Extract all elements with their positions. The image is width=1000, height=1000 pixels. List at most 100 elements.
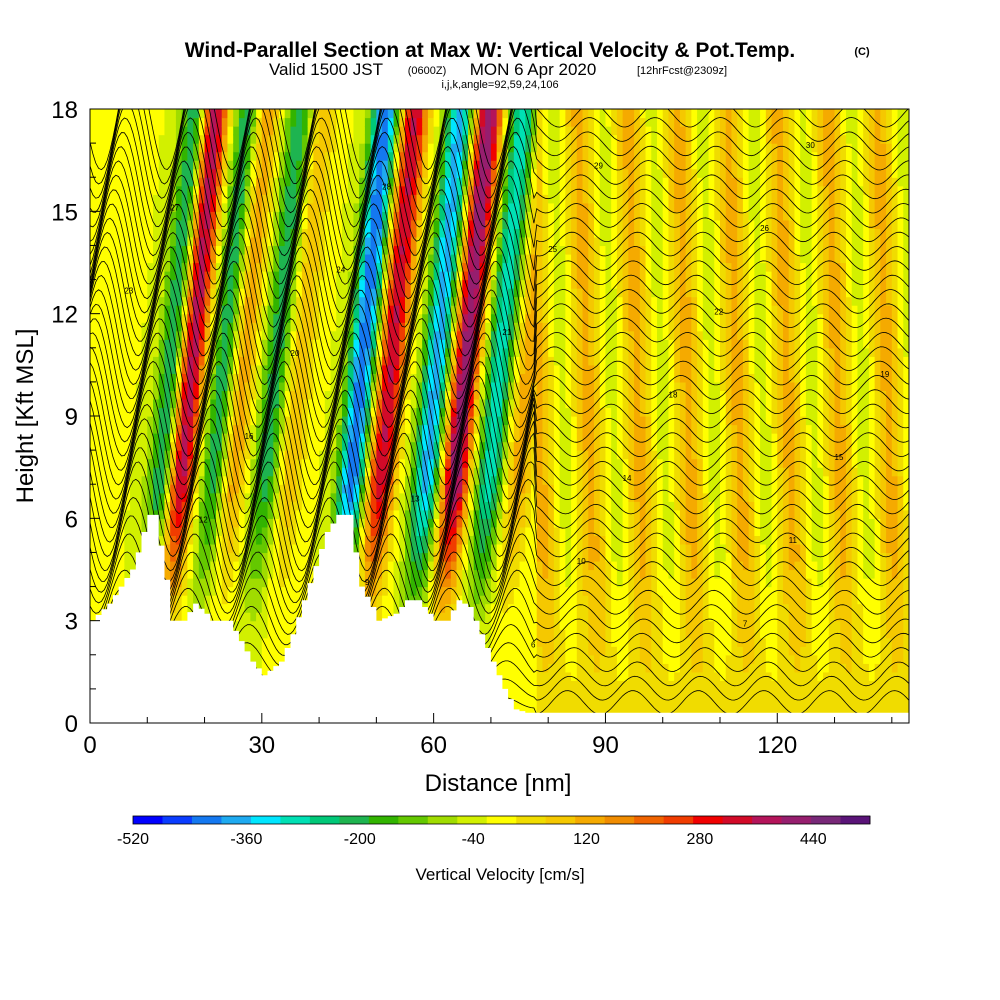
field-cell [439,236,446,247]
field-cell [342,262,349,272]
field-cell [330,484,337,494]
field-cell [130,381,137,392]
field-cell [313,279,320,289]
field-cell [107,245,114,255]
field-cell [204,177,211,187]
field-cell [405,535,412,545]
field-cell [479,398,486,409]
field-cell [376,245,383,255]
field-cell [422,168,429,178]
field-cell [410,398,418,409]
field-cell [147,398,154,409]
field-cell [468,168,475,178]
field-cell [95,543,103,554]
field-cell [284,543,292,554]
field-cell [296,262,303,272]
field-cell [158,330,166,340]
field-cell [290,509,297,519]
valid-date-label: MON 6 Apr 2020 [470,60,597,79]
field-cell [107,117,114,127]
field-cell [347,475,355,485]
field-cell [175,151,183,161]
field-cell [193,194,200,204]
field-cell [221,211,229,221]
field-cell [479,177,486,187]
field-cell [473,390,481,400]
field-cell [164,279,171,289]
field-cell [198,390,206,400]
field-cell [462,296,469,306]
field-cell [107,168,114,178]
field-cell [107,543,114,554]
field-cell [233,262,240,272]
field-cell [130,390,137,400]
field-cell [90,313,97,323]
field-cell [101,398,108,409]
field-cell [198,202,206,212]
field-cell [290,202,297,212]
field-cell [307,492,314,502]
field-cell [101,492,108,502]
field-cell [347,126,355,136]
field-cell [261,458,269,468]
field-cell [416,109,423,119]
field-cell [124,441,131,451]
field-cell [130,535,137,545]
field-cell [95,552,103,562]
field-cell [427,271,435,281]
field-cell [216,603,223,613]
field-cell [399,109,406,119]
field-cell [410,347,418,357]
field-cell [107,109,114,119]
field-cell [462,262,469,272]
field-cell [313,253,320,264]
field-cell [382,467,389,477]
field-cell [319,518,326,528]
field-cell [336,407,343,417]
field-cell [376,194,383,204]
field-cell [439,398,446,409]
field-cell [250,330,257,340]
field-cell [405,160,412,170]
field-cell [158,288,166,298]
field-cell [181,484,188,494]
field-cell [244,236,251,247]
field-cell [267,578,274,588]
field-cell [273,475,280,485]
field-cell [473,364,481,374]
field-cell [450,501,458,511]
field-cell [450,543,458,554]
field-cell [153,347,160,357]
field-cell [112,569,120,579]
field-cell [462,236,469,247]
field-cell [382,458,389,468]
field-cell [124,245,131,255]
field-cell [450,535,458,545]
field-cell [410,117,418,127]
field-cell [427,364,435,374]
field-cell [456,117,463,127]
field-cell [319,211,326,221]
field-cell [227,398,234,409]
field-cell [153,117,160,127]
field-cell [130,501,137,511]
field-cell [135,194,143,204]
field-cell [90,560,97,571]
field-cell [130,484,137,494]
field-cell [382,143,389,153]
field-cell [462,501,469,511]
field-cell [410,492,418,502]
field-cell [244,416,251,426]
field-cell [256,578,263,588]
field-cell [273,228,280,238]
field-cell [147,236,154,247]
field-cell [405,236,412,247]
field-cell [118,339,125,349]
field-cell [118,262,125,272]
field-cell [445,492,452,502]
field-cell [324,492,332,502]
field-cell [364,526,372,536]
field-cell [233,526,240,536]
field-cell [107,492,114,502]
field-cell [90,475,97,485]
